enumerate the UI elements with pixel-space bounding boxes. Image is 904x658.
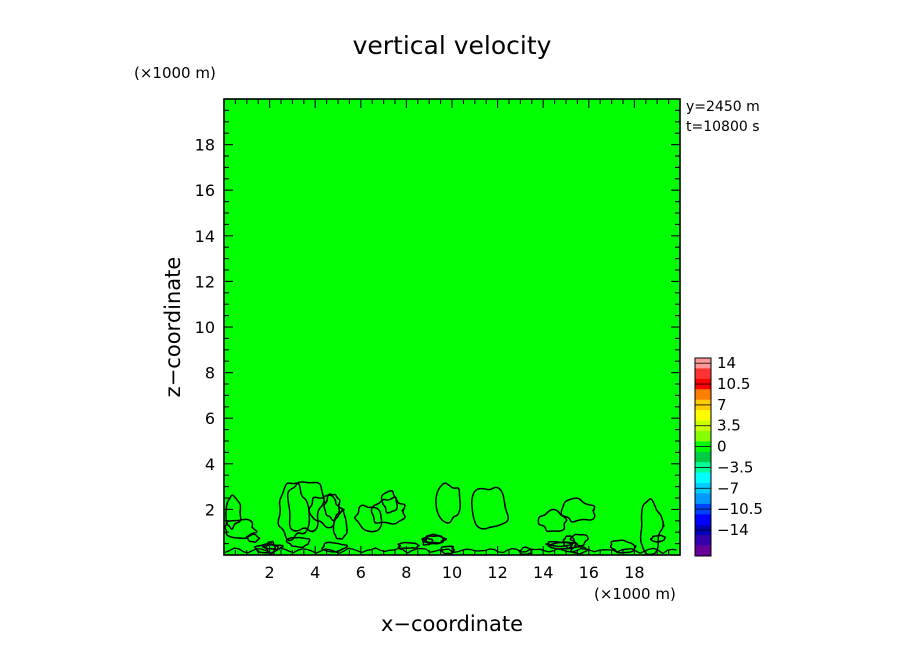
contour-line (224, 547, 677, 555)
x-axis-unit: (×1000 m) (594, 585, 676, 603)
x-tick-label: 10 (442, 563, 462, 582)
info-line-y: y=2450 m (686, 99, 760, 115)
y-tick-label: 8 (205, 364, 215, 383)
colorbar-swatch (695, 368, 711, 380)
contour-line (286, 481, 326, 533)
y-tick-label: 10 (195, 318, 215, 337)
y-tick-label: 12 (195, 272, 215, 291)
colorbar-swatch (695, 389, 711, 400)
colorbar-swatch (695, 514, 711, 526)
contour-line (224, 518, 258, 540)
contour-line (332, 509, 348, 540)
contour-line (265, 540, 277, 556)
x-tick-label: 4 (310, 563, 320, 582)
info-line-t: t=10800 s (686, 119, 760, 135)
contour-line (562, 535, 575, 549)
x-tick-label: 14 (533, 563, 553, 582)
y-axis-unit: (×1000 m) (134, 64, 216, 82)
colorbar-swatch (695, 410, 711, 421)
x-tick-label: 6 (356, 563, 366, 582)
contour-line (321, 541, 349, 553)
contour-line (435, 482, 462, 524)
colorbar-label: −7 (717, 479, 739, 497)
y-tick-label: 16 (195, 181, 215, 200)
colorbar: 14 10.5 7 3.5 0 −3.5 −7 −10.5 −14 (694, 354, 763, 557)
contour-line (569, 533, 589, 547)
y-tick-label: 2 (205, 500, 215, 519)
contour-line (547, 541, 578, 550)
contour-line (421, 535, 448, 544)
chart-title: vertical velocity (353, 31, 552, 60)
colorbar-swatch (695, 430, 711, 442)
contour-line (570, 545, 589, 555)
contour-line (518, 546, 533, 556)
colorbar-swatch (695, 493, 711, 505)
x-tick-label: 16 (579, 563, 599, 582)
y-tick-label: 6 (205, 409, 215, 428)
contour-line (225, 494, 242, 530)
colorbar-swatch (695, 451, 711, 463)
x-tick-label: 2 (265, 563, 275, 582)
velocity-field (224, 99, 680, 555)
contour-line (639, 498, 665, 556)
contour-line (421, 537, 434, 546)
colorbar-label: 7 (717, 396, 727, 414)
contour-line (323, 493, 341, 522)
contour-line (354, 504, 383, 533)
contour-line (397, 541, 420, 550)
colorbar-label: 14 (717, 354, 736, 372)
y-tick-label: 18 (195, 136, 215, 155)
x-tick-label: 8 (401, 563, 411, 582)
colorbar-label: 10.5 (717, 375, 750, 393)
x-axis-ticks: 2 4 6 8 10 12 14 16 18 (223, 99, 681, 582)
y-axis-ticks: 2 4 6 8 10 12 14 16 18 (195, 98, 680, 556)
contour-line (277, 482, 311, 542)
contour-line (471, 486, 509, 530)
colorbar-swatch (695, 545, 711, 557)
y-axis-label: z−coordinate (161, 257, 185, 398)
colorbar-frame (694, 357, 712, 557)
contour-line (370, 496, 406, 525)
colorbar-label: −10.5 (717, 500, 763, 518)
colorbar-label: 3.5 (717, 417, 741, 435)
contour-line (246, 533, 261, 543)
contour-line (380, 490, 398, 514)
colorbar-label: −3.5 (717, 458, 753, 476)
x-tick-label: 18 (624, 563, 644, 582)
contour-line (609, 539, 637, 554)
y-tick-label: 14 (195, 227, 215, 246)
x-tick-label: 12 (487, 563, 507, 582)
colorbar-label: 0 (717, 438, 727, 456)
colorbar-label: −14 (717, 521, 749, 539)
colorbar-swatch (695, 472, 711, 484)
y-tick-label: 4 (205, 455, 215, 474)
x-axis-label: x−coordinate (381, 612, 523, 636)
zero-contour-lines (224, 481, 677, 556)
contour-line (649, 534, 666, 543)
contour-line (537, 508, 568, 533)
contour-line (285, 536, 311, 549)
contour-line (560, 497, 596, 523)
colorbar-swatch (695, 535, 711, 546)
